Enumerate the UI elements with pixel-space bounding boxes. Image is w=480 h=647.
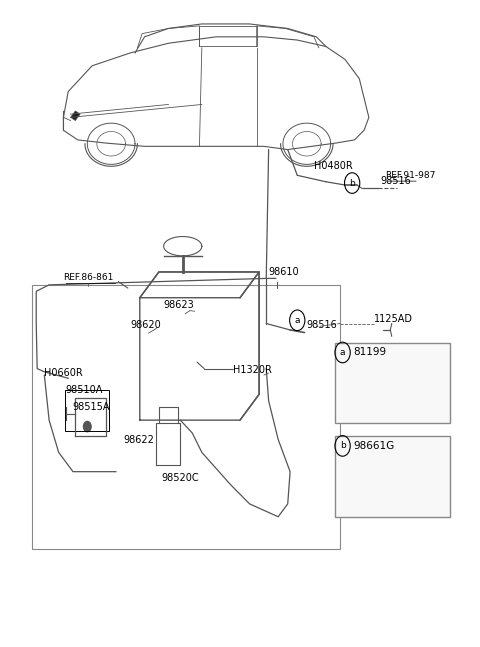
Text: b: b xyxy=(349,179,355,188)
Text: a: a xyxy=(340,348,345,357)
Text: 98620: 98620 xyxy=(130,320,161,330)
Text: 1125AD: 1125AD xyxy=(373,314,413,324)
Text: H0480R: H0480R xyxy=(314,161,353,171)
Bar xyxy=(336,343,450,423)
Text: 98623: 98623 xyxy=(164,300,194,310)
Text: 98610: 98610 xyxy=(269,267,299,276)
Polygon shape xyxy=(71,111,80,120)
Text: 98622: 98622 xyxy=(123,435,154,444)
Text: H1320R: H1320R xyxy=(233,365,272,375)
Text: b: b xyxy=(340,441,346,450)
Text: 98516: 98516 xyxy=(381,177,411,186)
Circle shape xyxy=(84,421,91,432)
Text: a: a xyxy=(295,316,300,325)
Bar xyxy=(65,391,109,431)
Text: 81199: 81199 xyxy=(354,347,387,357)
Text: 98516: 98516 xyxy=(307,320,337,330)
Text: REF.91-987: REF.91-987 xyxy=(385,171,436,180)
Text: 98515A: 98515A xyxy=(72,402,109,413)
Text: 98661G: 98661G xyxy=(354,441,395,451)
Bar xyxy=(33,285,340,549)
Text: REF.86-861: REF.86-861 xyxy=(63,272,114,281)
Text: 98520C: 98520C xyxy=(161,474,199,483)
Text: H0660R: H0660R xyxy=(44,368,83,378)
Bar xyxy=(336,436,450,517)
Text: 98510A: 98510A xyxy=(66,385,103,395)
